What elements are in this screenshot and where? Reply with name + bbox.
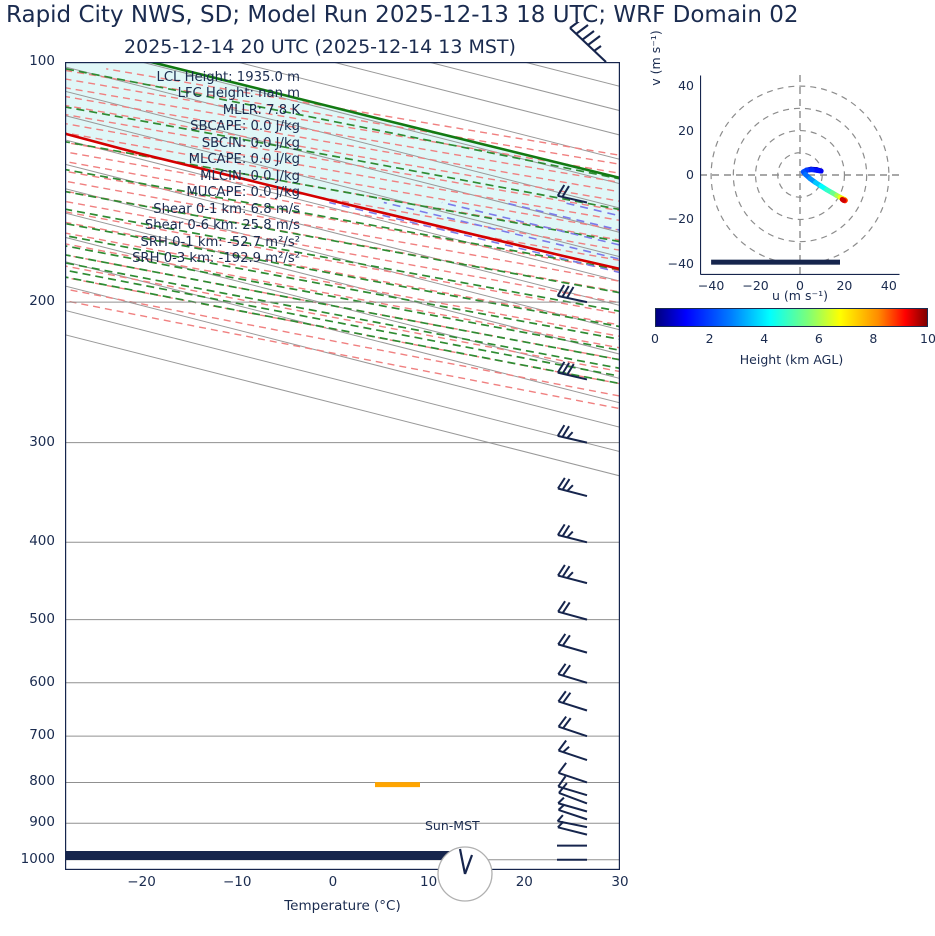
hodograph-v-tick: 0 xyxy=(686,167,694,182)
hodograph-u-tick: −20 xyxy=(742,278,769,293)
pressure-tick: 200 xyxy=(29,293,55,310)
colorbar-tick: 4 xyxy=(760,331,769,346)
parameter-line: SBCAPE: 0.0 J/kg xyxy=(190,119,300,135)
page-subtitle: 2025-12-14 20 UTC (2025-12-14 13 MST) xyxy=(124,36,516,58)
parameter-line: MUCAPE: 0.0 J/kg xyxy=(186,185,300,201)
pressure-tick: 900 xyxy=(29,814,55,831)
pressure-tick: 500 xyxy=(29,610,55,627)
hodograph-u-tick: 0 xyxy=(796,278,804,293)
hodograph-v-tick: −20 xyxy=(667,211,694,227)
sun-mst-label: Sun-MST xyxy=(425,818,480,833)
temperature-tick: −10 xyxy=(222,874,252,890)
hodograph-axes xyxy=(700,75,900,275)
sounding-parameters: LCL Height: 1935.0 m LFC Height: nan m MLL… xyxy=(60,70,300,267)
parameter-line: MLCIN: 0.0 J/kg xyxy=(200,168,300,184)
colorbar-tick: 0 xyxy=(651,331,659,346)
hodograph-v-tick: 40 xyxy=(678,78,694,94)
hodograph-u-tick: 40 xyxy=(880,278,897,293)
temperature-tick: 20 xyxy=(515,874,533,890)
pressure-tick: 1000 xyxy=(20,850,55,867)
pressure-tick: 300 xyxy=(29,433,55,450)
parameter-line: SBCIN: 0.0 J/kg xyxy=(201,135,300,151)
parameter-line: SRH 0-1 km: -52.7 m²/s² xyxy=(140,234,300,250)
pressure-tick: 400 xyxy=(29,533,55,550)
moist-layer-shading xyxy=(65,62,620,269)
colorbar-tick: 2 xyxy=(705,331,714,346)
hodograph-canvas xyxy=(699,75,900,276)
parameter-line: MLLR: 7.8 K xyxy=(222,102,300,118)
skewt-plot xyxy=(65,62,620,870)
colorbar-label: Height (km AGL) xyxy=(739,352,844,367)
colorbar-tick: 10 xyxy=(920,331,935,346)
parameter-line: Shear 0-1 km: 6.8 m/s xyxy=(153,201,300,217)
top-wind-barb xyxy=(569,22,607,63)
temperature-tick: 0 xyxy=(328,874,338,890)
parameter-line: SRH 0-3 km: -192.9 m²/s² xyxy=(132,250,300,266)
parameter-line: MLCAPE: 0.0 J/kg xyxy=(188,152,300,168)
clock-icon xyxy=(437,846,493,902)
pressure-tick: 700 xyxy=(29,727,55,744)
hodograph-v-tick: 20 xyxy=(678,122,694,138)
temperature-tick: −20 xyxy=(127,874,156,890)
temperature-tick: 30 xyxy=(611,874,629,890)
pressure-tick: 800 xyxy=(29,773,55,790)
pressure-tick: 100 xyxy=(29,53,55,69)
skewt-x-axis-label: Temperature (°C) xyxy=(284,898,401,914)
parameter-line: LFC Height: nan m xyxy=(177,86,300,102)
hodograph-v-tick: −40 xyxy=(667,255,694,271)
page-title: Rapid City NWS, SD; Model Run 2025-12-13… xyxy=(6,2,799,28)
hodograph-plot xyxy=(699,75,900,276)
parameter-line: LCL Height: 1935.0 m xyxy=(156,70,300,85)
hodograph-x-axis-label: u (m s⁻¹) xyxy=(772,288,828,303)
wind-barb-column xyxy=(556,62,588,861)
plot-border xyxy=(65,62,620,870)
temperature-tick: 10 xyxy=(420,874,438,890)
hodograph-u-tick: −40 xyxy=(697,278,725,293)
skewt-canvas xyxy=(65,62,620,870)
pressure-tick: 600 xyxy=(29,673,55,690)
colorbar-tick: 6 xyxy=(814,331,823,346)
parameter-line: Shear 0-6 km: 25.8 m/s xyxy=(144,218,300,234)
hodograph-y-axis-label: v (m s⁻¹) xyxy=(648,30,663,86)
isobar-lines xyxy=(65,62,620,861)
hodograph-u-tick: 20 xyxy=(836,278,853,293)
hodograph-wind-trace xyxy=(800,166,848,204)
dry-adiabat-lines xyxy=(65,68,620,410)
height-colorbar xyxy=(655,308,928,327)
colorbar-tick: 8 xyxy=(869,331,878,346)
surface-bar xyxy=(65,851,480,860)
